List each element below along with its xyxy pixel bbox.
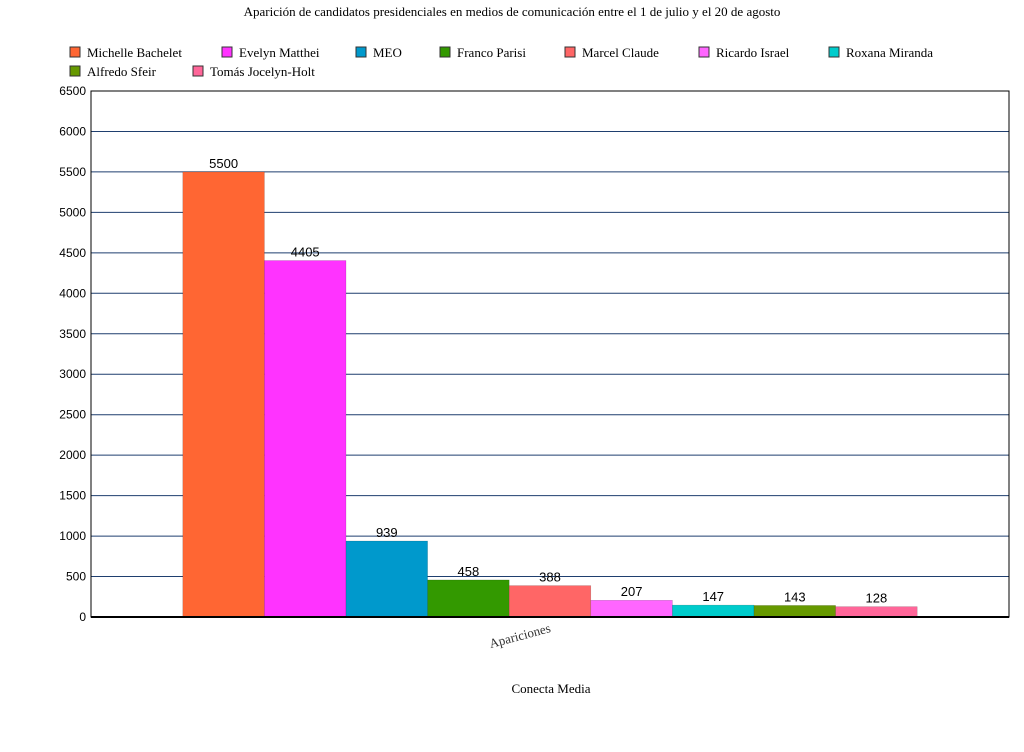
legend-item: Marcel Claude (564, 45, 659, 60)
legend-swatch (439, 46, 451, 58)
y-tick-label: 6500 (59, 84, 86, 98)
legend-label: Alfredo Sfeir (87, 64, 157, 79)
data-label: 143 (784, 589, 806, 604)
data-label: 388 (539, 570, 561, 585)
legend-label: Michelle Bachelet (87, 45, 182, 60)
data-label: 4405 (291, 245, 320, 260)
bar-evelyn-matthei (264, 260, 347, 618)
legend-item: Tomás Jocelyn-Holt (192, 64, 315, 79)
y-tick-label: 5500 (59, 165, 86, 179)
y-tick-label: 3500 (59, 327, 86, 341)
y-tick-label: 1500 (59, 489, 86, 503)
y-tick-label: 6000 (59, 124, 86, 138)
legend-swatch (221, 46, 233, 58)
y-tick-label: 4500 (59, 246, 86, 260)
data-label: 939 (376, 525, 398, 540)
axes: 0 500 1000 1500 2000 2500 3000 3500 4000 4500 5000… (59, 84, 1010, 624)
data-label: 147 (702, 589, 724, 604)
legend-swatch (698, 46, 710, 58)
legend: Michelle Bachelet Evelyn Matthei MEO Franco… (69, 45, 933, 79)
y-tick-label: 4000 (59, 286, 86, 300)
bar-franco-parisi (427, 579, 510, 618)
legend-item: Franco Parisi (439, 45, 526, 60)
x-tick-label: Apariciones (488, 620, 553, 651)
y-tick-label: 500 (66, 570, 86, 584)
bars: 5500 4405 939 458 388 207 147 143 128 (182, 156, 918, 618)
legend-item: Alfredo Sfeir (69, 64, 157, 79)
legend-item: Ricardo Israel (698, 45, 790, 60)
bar-tom-s-jocelyn-holt (835, 606, 918, 618)
legend-swatch (564, 46, 576, 58)
legend-item: Roxana Miranda (828, 45, 933, 60)
bar-alfredo-sfeir (753, 605, 836, 618)
data-label: 5500 (209, 156, 238, 171)
x-axis-label: Conecta Media (511, 681, 590, 696)
legend-label: Marcel Claude (582, 45, 659, 60)
legend-label: MEO (373, 45, 402, 60)
bar-marcel-claude (508, 585, 592, 618)
legend-item: Evelyn Matthei (221, 45, 320, 60)
legend-swatch (355, 46, 367, 58)
legend-label: Franco Parisi (457, 45, 526, 60)
y-tick-label: 2500 (59, 408, 86, 422)
chart-title: Aparición de candidatos presidenciales e… (244, 4, 781, 19)
data-label: 458 (458, 564, 480, 579)
legend-item: MEO (355, 45, 402, 60)
data-label: 128 (866, 591, 888, 606)
data-label: 207 (621, 584, 643, 599)
y-tick-label: 2000 (59, 448, 86, 462)
legend-swatch (828, 46, 840, 58)
legend-swatch (69, 65, 81, 77)
legend-label: Evelyn Matthei (239, 45, 320, 60)
legend-label: Roxana Miranda (846, 45, 933, 60)
legend-item: Michelle Bachelet (69, 45, 182, 60)
y-tick-label: 3000 (59, 367, 86, 381)
bar-ricardo-israel (590, 599, 673, 618)
y-tick-label: 5000 (59, 205, 86, 219)
y-tick-label: 0 (79, 610, 86, 624)
bar-roxana-miranda (672, 604, 755, 618)
legend-label: Ricardo Israel (716, 45, 790, 60)
legend-label: Tomás Jocelyn-Holt (210, 64, 315, 79)
bar-michelle-bachelet (182, 171, 265, 618)
y-tick-label: 1000 (59, 529, 86, 543)
legend-swatch (69, 46, 81, 58)
legend-swatch (192, 65, 204, 77)
bar-meo (345, 540, 428, 618)
